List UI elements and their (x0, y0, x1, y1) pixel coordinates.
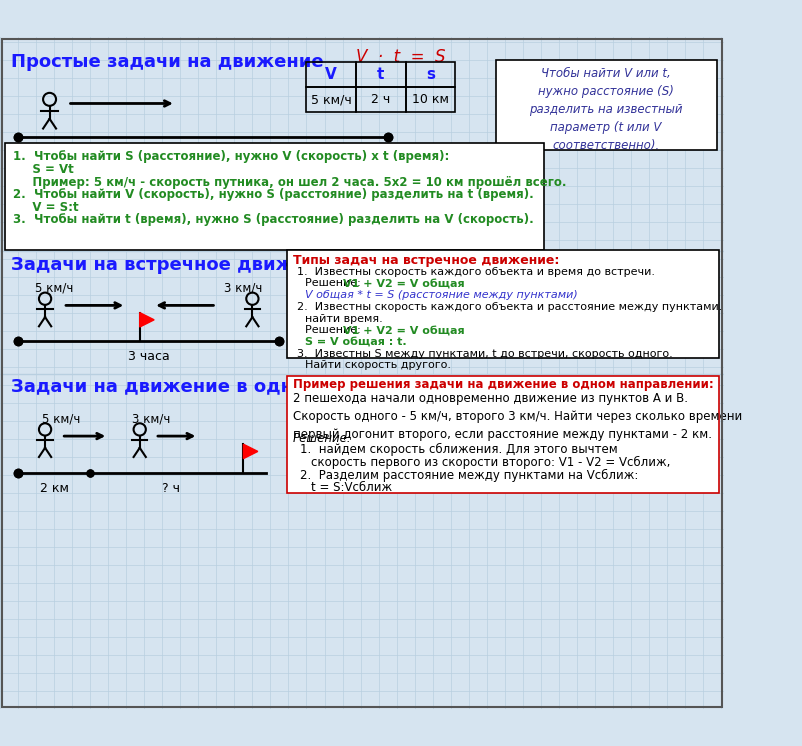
Text: найти время.: найти время. (304, 313, 382, 324)
Text: Найти скорость другого.: Найти скорость другого. (304, 360, 450, 370)
Text: 2.  Чтобы найти V (скорость), нужно S (расстояние) разделить на t (время).: 2. Чтобы найти V (скорость), нужно S (ра… (13, 188, 533, 201)
Text: Пример решения задачи на движение в одном направлении:: Пример решения задачи на движение в одно… (293, 378, 713, 392)
Text: 5 км/ч: 5 км/ч (42, 413, 80, 425)
Text: t = S:Vcближ: t = S:Vcближ (310, 481, 391, 494)
Text: 1.  Известны скорость каждого объекта и время до встречи.: 1. Известны скорость каждого объекта и в… (297, 266, 654, 277)
Text: V1 + V2 = V общая: V1 + V2 = V общая (343, 325, 464, 335)
Text: 5 км/ч: 5 км/ч (34, 281, 73, 295)
Text: 1.  найдем скорость сближения. Для этого вычтем: 1. найдем скорость сближения. Для этого … (300, 443, 618, 457)
Text: 2 ч: 2 ч (371, 93, 390, 107)
Text: ? ч: ? ч (162, 482, 180, 495)
Bar (405, 62, 455, 87)
Text: V  ·  t  =  S: V · t = S (355, 48, 445, 66)
Text: 5 км/ч: 5 км/ч (310, 93, 351, 107)
Text: Задачи на движение в одном направлении: Задачи на движение в одном направлении (10, 378, 461, 396)
Text: Решение:: Решение: (304, 278, 363, 289)
Bar (286, 376, 719, 493)
Text: V = S:t: V = S:t (20, 201, 79, 214)
Polygon shape (140, 313, 154, 327)
Text: Задачи на встречное движение: Задачи на встречное движение (10, 256, 342, 274)
Polygon shape (243, 444, 257, 459)
Text: s: s (425, 67, 435, 82)
Text: 3.  Известны S между пунктами, t до встречи, скорость одного.: 3. Известны S между пунктами, t до встре… (297, 348, 672, 359)
Text: 1.  Чтобы найти S (расстояние), нужно V (скорость) х t (время):: 1. Чтобы найти S (расстояние), нужно V (… (13, 151, 448, 163)
Bar (5, 143, 543, 249)
Text: t: t (377, 67, 384, 82)
Bar (306, 87, 355, 113)
Text: 2.  Известны скорость каждого объекта и расстояние между пунктами.: 2. Известны скорость каждого объекта и р… (297, 302, 722, 312)
Text: Решение:: Решение: (304, 325, 363, 335)
Text: 3 часа: 3 часа (128, 351, 169, 363)
Text: Типы задач на встречное движение:: Типы задач на встречное движение: (293, 254, 559, 267)
Bar (355, 87, 405, 113)
Text: S = V общая : t.: S = V общая : t. (304, 337, 406, 347)
Text: 2 пешехода начали одновременно движение из пунктов А и В.
Скорость одного - 5 км: 2 пешехода начали одновременно движение … (293, 392, 741, 441)
Text: V: V (325, 67, 337, 82)
Text: скорость первого из скорости второго: V1 - V2 = Vcближ,: скорость первого из скорости второго: V1… (310, 456, 670, 469)
Text: Чтобы найти V или t,
нужно расстояние (S)
разделить на известный
параметр (t или: Чтобы найти V или t, нужно расстояние (S… (529, 67, 682, 152)
Bar (405, 87, 455, 113)
Bar (495, 60, 715, 151)
Text: 3 км/ч: 3 км/ч (224, 281, 262, 295)
Bar (286, 249, 719, 357)
Text: 2 км: 2 км (39, 482, 68, 495)
Text: 10 км: 10 км (411, 93, 448, 107)
Text: 2.  Разделим расстояние между пунктами на Vcближ:: 2. Разделим расстояние между пунктами на… (300, 468, 638, 482)
Bar (306, 62, 355, 87)
Bar (355, 62, 405, 87)
Text: Решение:: Решение: (293, 432, 351, 445)
Text: V1 + V2 = V общая: V1 + V2 = V общая (343, 278, 464, 289)
Text: 3 км/ч: 3 км/ч (132, 413, 170, 425)
Text: V общая * t = S (расстояние между пунктами): V общая * t = S (расстояние между пункта… (304, 290, 577, 300)
Text: S = Vt: S = Vt (20, 163, 74, 176)
Text: 3.  Чтобы найти t (время), нужно S (расстояние) разделить на V (скорость).: 3. Чтобы найти t (время), нужно S (расст… (13, 213, 533, 227)
Text: Простые задачи на движение: Простые задачи на движение (10, 53, 323, 71)
Text: Пример: 5 км/ч - скорость путника, он шел 2 часа. 5х2 = 10 км прошёл всего.: Пример: 5 км/ч - скорость путника, он ше… (20, 175, 565, 189)
